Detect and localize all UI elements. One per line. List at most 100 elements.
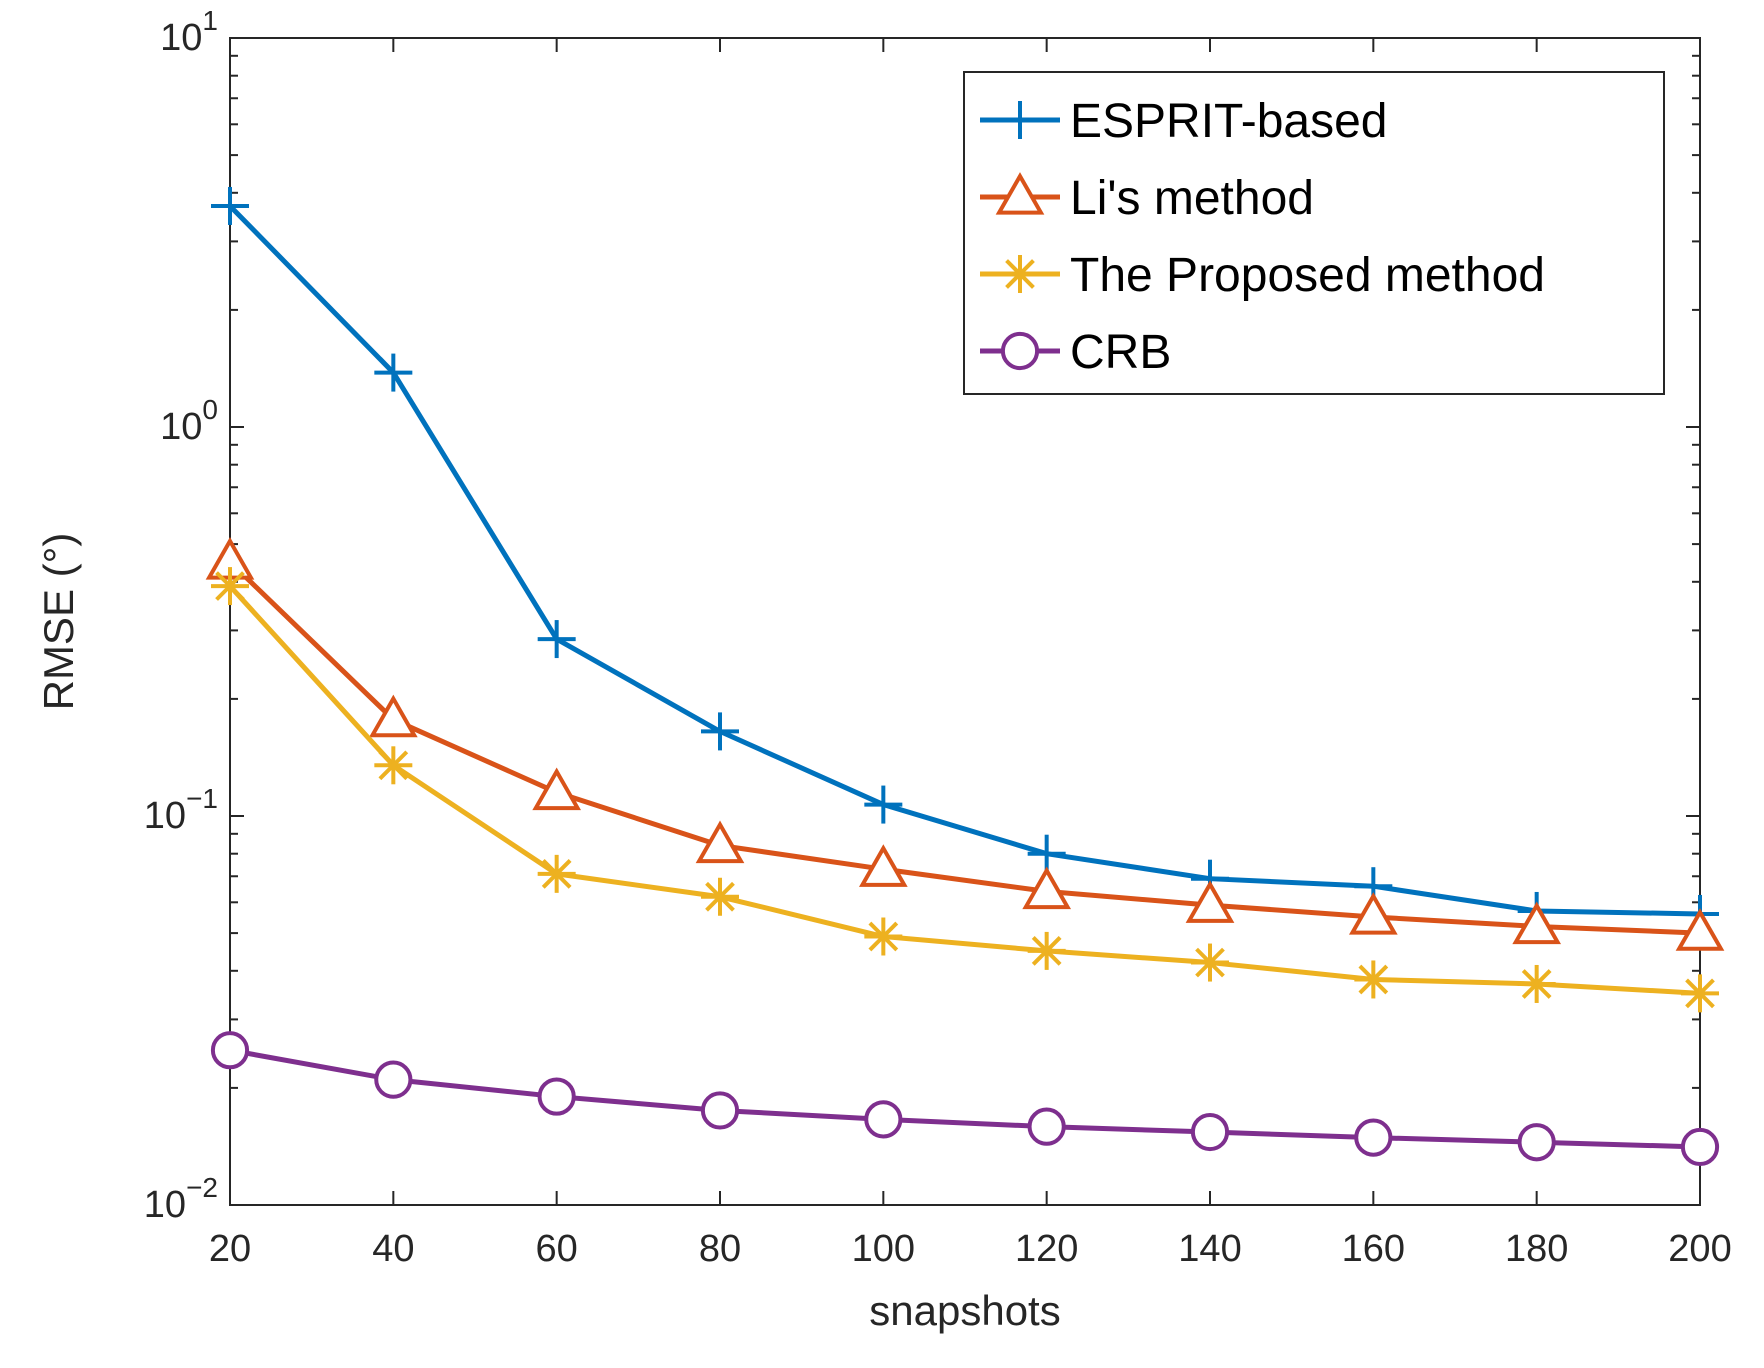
data-point (1191, 943, 1229, 982)
legend-entry: The Proposed method (980, 249, 1545, 302)
legend-label: ESPRIT-based (1070, 95, 1387, 148)
x-tick-label: 160 (1342, 1228, 1405, 1270)
data-point (368, 694, 418, 738)
data-point (695, 820, 745, 864)
y-tick-exponent: −2 (186, 1172, 218, 1203)
marker-asterisk-stroke (215, 571, 245, 601)
data-point (1027, 1107, 1066, 1146)
y-tick-base: 10 (144, 795, 186, 837)
y-tick-exponent: 0 (202, 394, 218, 425)
x-tick-label: 180 (1505, 1228, 1568, 1270)
data-point (701, 877, 739, 916)
data-point (1517, 1123, 1556, 1162)
data-point (1190, 1112, 1230, 1152)
marker-asterisk-stroke (868, 921, 899, 952)
series-2 (211, 567, 1719, 1013)
data-point (1354, 960, 1393, 999)
legend-label: Li's method (1070, 172, 1314, 225)
data-point (1512, 901, 1562, 945)
marker-asterisk-stroke (1031, 936, 1062, 966)
series-3 (210, 1031, 1720, 1167)
data-point (211, 567, 249, 606)
marker-circle (864, 1100, 903, 1139)
marker-circle (700, 1091, 740, 1130)
data-point (537, 1077, 576, 1116)
y-tick-label: 101 (160, 5, 218, 59)
marker-asterisk-stroke (541, 859, 572, 889)
y-tick-base: 10 (144, 1184, 186, 1226)
marker-asterisk-stroke (705, 881, 735, 912)
data-point (1027, 931, 1066, 970)
y-tick-base: 10 (160, 17, 202, 59)
data-point (1517, 964, 1556, 1003)
marker-circle (1680, 1127, 1720, 1167)
series-1 (205, 536, 1725, 951)
marker-circle (1190, 1112, 1230, 1152)
data-point (210, 1031, 250, 1070)
marker-triangle (995, 172, 1045, 215)
legend-marker (1001, 255, 1039, 293)
data-point (537, 854, 576, 893)
series-line (228, 584, 1701, 996)
series-layer (205, 186, 1725, 1167)
y-tick-label: 10−1 (144, 783, 218, 837)
legend-marker (1000, 331, 1040, 371)
legend-entry: Li's method (980, 172, 1314, 225)
marker-asterisk-stroke (1005, 259, 1035, 289)
marker-triangle (1512, 901, 1562, 945)
x-tick-label: 140 (1178, 1228, 1241, 1270)
x-axis-ticks: 20 40 60 80 100 120 140 160 180 200 (209, 38, 1732, 1270)
marker-triangle (1022, 866, 1072, 910)
marker-asterisk-stroke (1685, 978, 1715, 1009)
marker-circle (1354, 1118, 1393, 1157)
marker-circle (537, 1077, 576, 1116)
data-point (537, 620, 576, 659)
y-tick-exponent: −1 (186, 783, 218, 814)
data-point (1681, 974, 1719, 1013)
y-tick-base: 10 (160, 406, 202, 448)
marker-circle (1517, 1123, 1556, 1162)
data-point (374, 1060, 413, 1099)
legend-marker (995, 172, 1045, 215)
y-tick-exponent: 1 (202, 5, 218, 36)
data-point (700, 1091, 740, 1130)
marker-triangle (368, 694, 418, 738)
marker-triangle (532, 767, 582, 811)
marker-asterisk-stroke (1195, 947, 1225, 978)
legend-label: The Proposed method (1070, 249, 1545, 302)
x-tick-label: 60 (536, 1228, 578, 1270)
series-line (229, 1047, 1701, 1150)
marker-circle (210, 1031, 250, 1070)
marker-triangle (858, 844, 908, 887)
legend-label: CRB (1070, 326, 1171, 379)
series-line (228, 204, 1701, 917)
x-axis-label: snapshots (869, 1287, 1060, 1334)
data-point (864, 917, 903, 956)
marker-circle (374, 1060, 413, 1099)
marker-triangle (1185, 880, 1235, 923)
data-point (1675, 908, 1725, 951)
data-point (211, 186, 249, 225)
legend-entry: CRB (980, 326, 1171, 379)
marker-asterisk-stroke (1521, 969, 1552, 999)
y-tick-label: 10−2 (144, 1172, 218, 1226)
data-point (701, 712, 739, 751)
y-tick-label: 100 (160, 394, 218, 448)
data-point (532, 767, 582, 811)
data-point (1027, 834, 1066, 873)
marker-circle (1027, 1107, 1066, 1146)
data-point (864, 1100, 903, 1139)
data-point (1022, 866, 1072, 910)
data-point (1185, 880, 1235, 923)
series-line (228, 560, 1701, 936)
y-axis-label: RMSE (°) (35, 533, 82, 711)
marker-asterisk-stroke (378, 750, 409, 781)
marker-triangle (1348, 892, 1398, 935)
x-tick-label: 80 (699, 1228, 741, 1270)
marker-asterisk-stroke (1358, 964, 1389, 995)
marker-triangle (1675, 908, 1725, 951)
data-point (858, 844, 908, 887)
marker-circle (1000, 331, 1040, 371)
